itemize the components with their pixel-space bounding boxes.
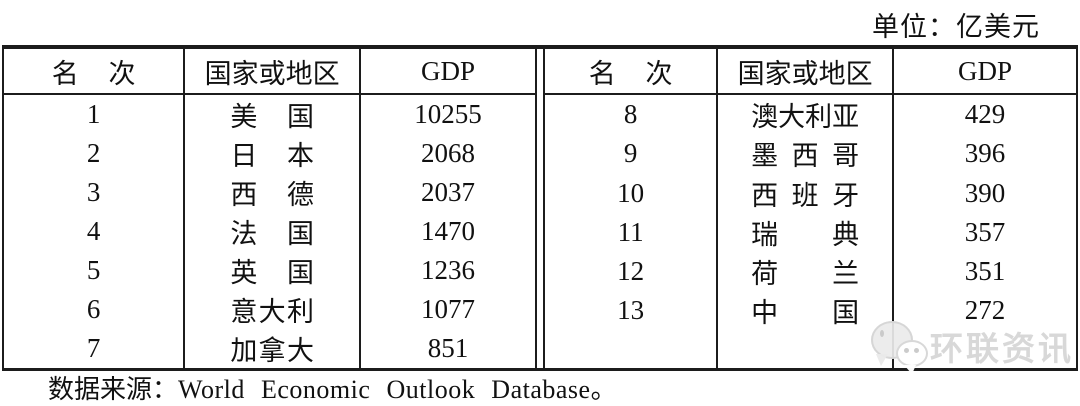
country-name: 法国 [230, 219, 314, 249]
country-name: 英国 [230, 258, 314, 288]
gdp-cell: 1077 [359, 290, 537, 329]
chat-bubbles-icon [866, 318, 930, 374]
gdp-cell: 429 [892, 94, 1078, 135]
gdp-cell: 357 [892, 212, 1078, 252]
rank-cell [542, 330, 718, 368]
country-cell: 美国 [183, 94, 361, 134]
table-row: 7 加拿大 851 [1, 329, 537, 368]
table-row: 9 墨西哥 396 [542, 134, 1078, 174]
country-cell: 墨西哥 [716, 134, 894, 174]
rank-header: 名次 [542, 49, 718, 95]
rank-header-label: 名次 [51, 58, 136, 89]
table-row: 4 法国 1470 [1, 212, 537, 251]
country-cell: 加拿大 [183, 329, 361, 368]
gdp-cell: 351 [892, 251, 1078, 292]
watermark-text: 环联资讯 [930, 330, 1074, 367]
rank-cell: 8 [542, 94, 718, 135]
rank-cell: 1 [1, 94, 185, 134]
table-row: 5 英国 1236 [1, 251, 537, 290]
country-name: 日本 [230, 141, 314, 171]
gdp-header: GDP [359, 49, 537, 95]
rank-cell: 13 [542, 291, 718, 331]
header-row-left: 名次 国家或地区 GDP [1, 49, 537, 95]
country-cell: 英国 [183, 251, 361, 290]
rank-cell: 11 [542, 212, 718, 252]
table-row: 2 日本 2068 [1, 134, 537, 173]
unit-label: 单位：亿美元 [872, 12, 1040, 42]
gdp-header: GDP [892, 49, 1078, 95]
country-cell [716, 330, 894, 368]
gdp-cell: 851 [359, 329, 537, 368]
rank-header-label: 名次 [588, 58, 673, 89]
country-cell: 澳大利亚 [716, 94, 894, 135]
country-header: 国家或地区 [183, 49, 361, 95]
country-cell: 西德 [183, 173, 361, 212]
country-name: 加拿大 [230, 336, 314, 366]
rank-cell: 5 [1, 251, 185, 290]
country-cell: 西班牙 [716, 173, 894, 213]
country-name: 中国 [751, 298, 860, 329]
country-name: 瑞典 [751, 219, 860, 250]
watermark: 环联资讯 [866, 318, 1074, 374]
gdp-table-left: 名次 国家或地区 GDP 1 美国 10255 2 日本 2068 [1, 49, 537, 368]
rank-header: 名次 [1, 49, 185, 95]
country-cell: 瑞典 [716, 212, 894, 252]
country-header: 国家或地区 [716, 49, 894, 95]
gdp-cell: 2037 [359, 173, 537, 212]
rank-cell: 6 [1, 290, 185, 329]
table-row: 10 西班牙 390 [542, 173, 1078, 213]
gdp-cell: 10255 [359, 94, 537, 134]
table-row: 3 西德 2037 [1, 173, 537, 212]
gdp-cell: 272 [892, 291, 1078, 331]
rank-cell: 3 [1, 173, 185, 212]
country-name: 美国 [230, 102, 314, 132]
rank-cell: 7 [1, 329, 185, 368]
country-cell: 荷兰 [716, 251, 894, 292]
rank-cell: 4 [1, 212, 185, 251]
country-name: 意大利 [230, 297, 314, 327]
header-row-right: 名次 国家或地区 GDP [542, 49, 1078, 95]
gdp-cell: 390 [892, 173, 1078, 213]
table-row: 12 荷兰 351 [542, 251, 1078, 292]
country-name: 西德 [230, 180, 314, 210]
source-note: 数据来源：World Economic Outlook Database。 [48, 369, 617, 406]
rank-cell: 9 [542, 134, 718, 174]
table-row: 13 中国 272 [542, 291, 1078, 331]
country-cell: 意大利 [183, 290, 361, 329]
table-row: 11 瑞典 357 [542, 212, 1078, 252]
rank-cell: 2 [1, 134, 185, 173]
gdp-cell: 2068 [359, 134, 537, 173]
gdp-table-right: 名次 国家或地区 GDP 8 澳大利亚 429 9 墨西哥 396 [542, 49, 1078, 368]
country-name: 墨西哥 [751, 141, 860, 172]
country-cell: 日本 [183, 134, 361, 173]
gdp-cell: 1470 [359, 212, 537, 251]
country-cell: 中国 [716, 291, 894, 331]
table-row: 1 美国 10255 [1, 94, 537, 134]
rank-cell: 12 [542, 251, 718, 292]
country-cell: 法国 [183, 212, 361, 251]
source-text: World Economic Outlook Database。 [178, 375, 618, 404]
country-name: 西班牙 [751, 180, 860, 211]
country-name: 荷兰 [751, 258, 860, 289]
gdp-cell: 1236 [359, 251, 537, 290]
gdp-table: 名次 国家或地区 GDP 1 美国 10255 2 日本 2068 [1, 45, 1078, 371]
rank-cell: 10 [542, 173, 718, 213]
source-label: 数据来源： [48, 375, 179, 404]
table-row: 6 意大利 1077 [1, 290, 537, 329]
table-row: 8 澳大利亚 429 [542, 94, 1078, 135]
country-name: 澳大利亚 [751, 102, 860, 133]
gdp-cell: 396 [892, 134, 1078, 174]
